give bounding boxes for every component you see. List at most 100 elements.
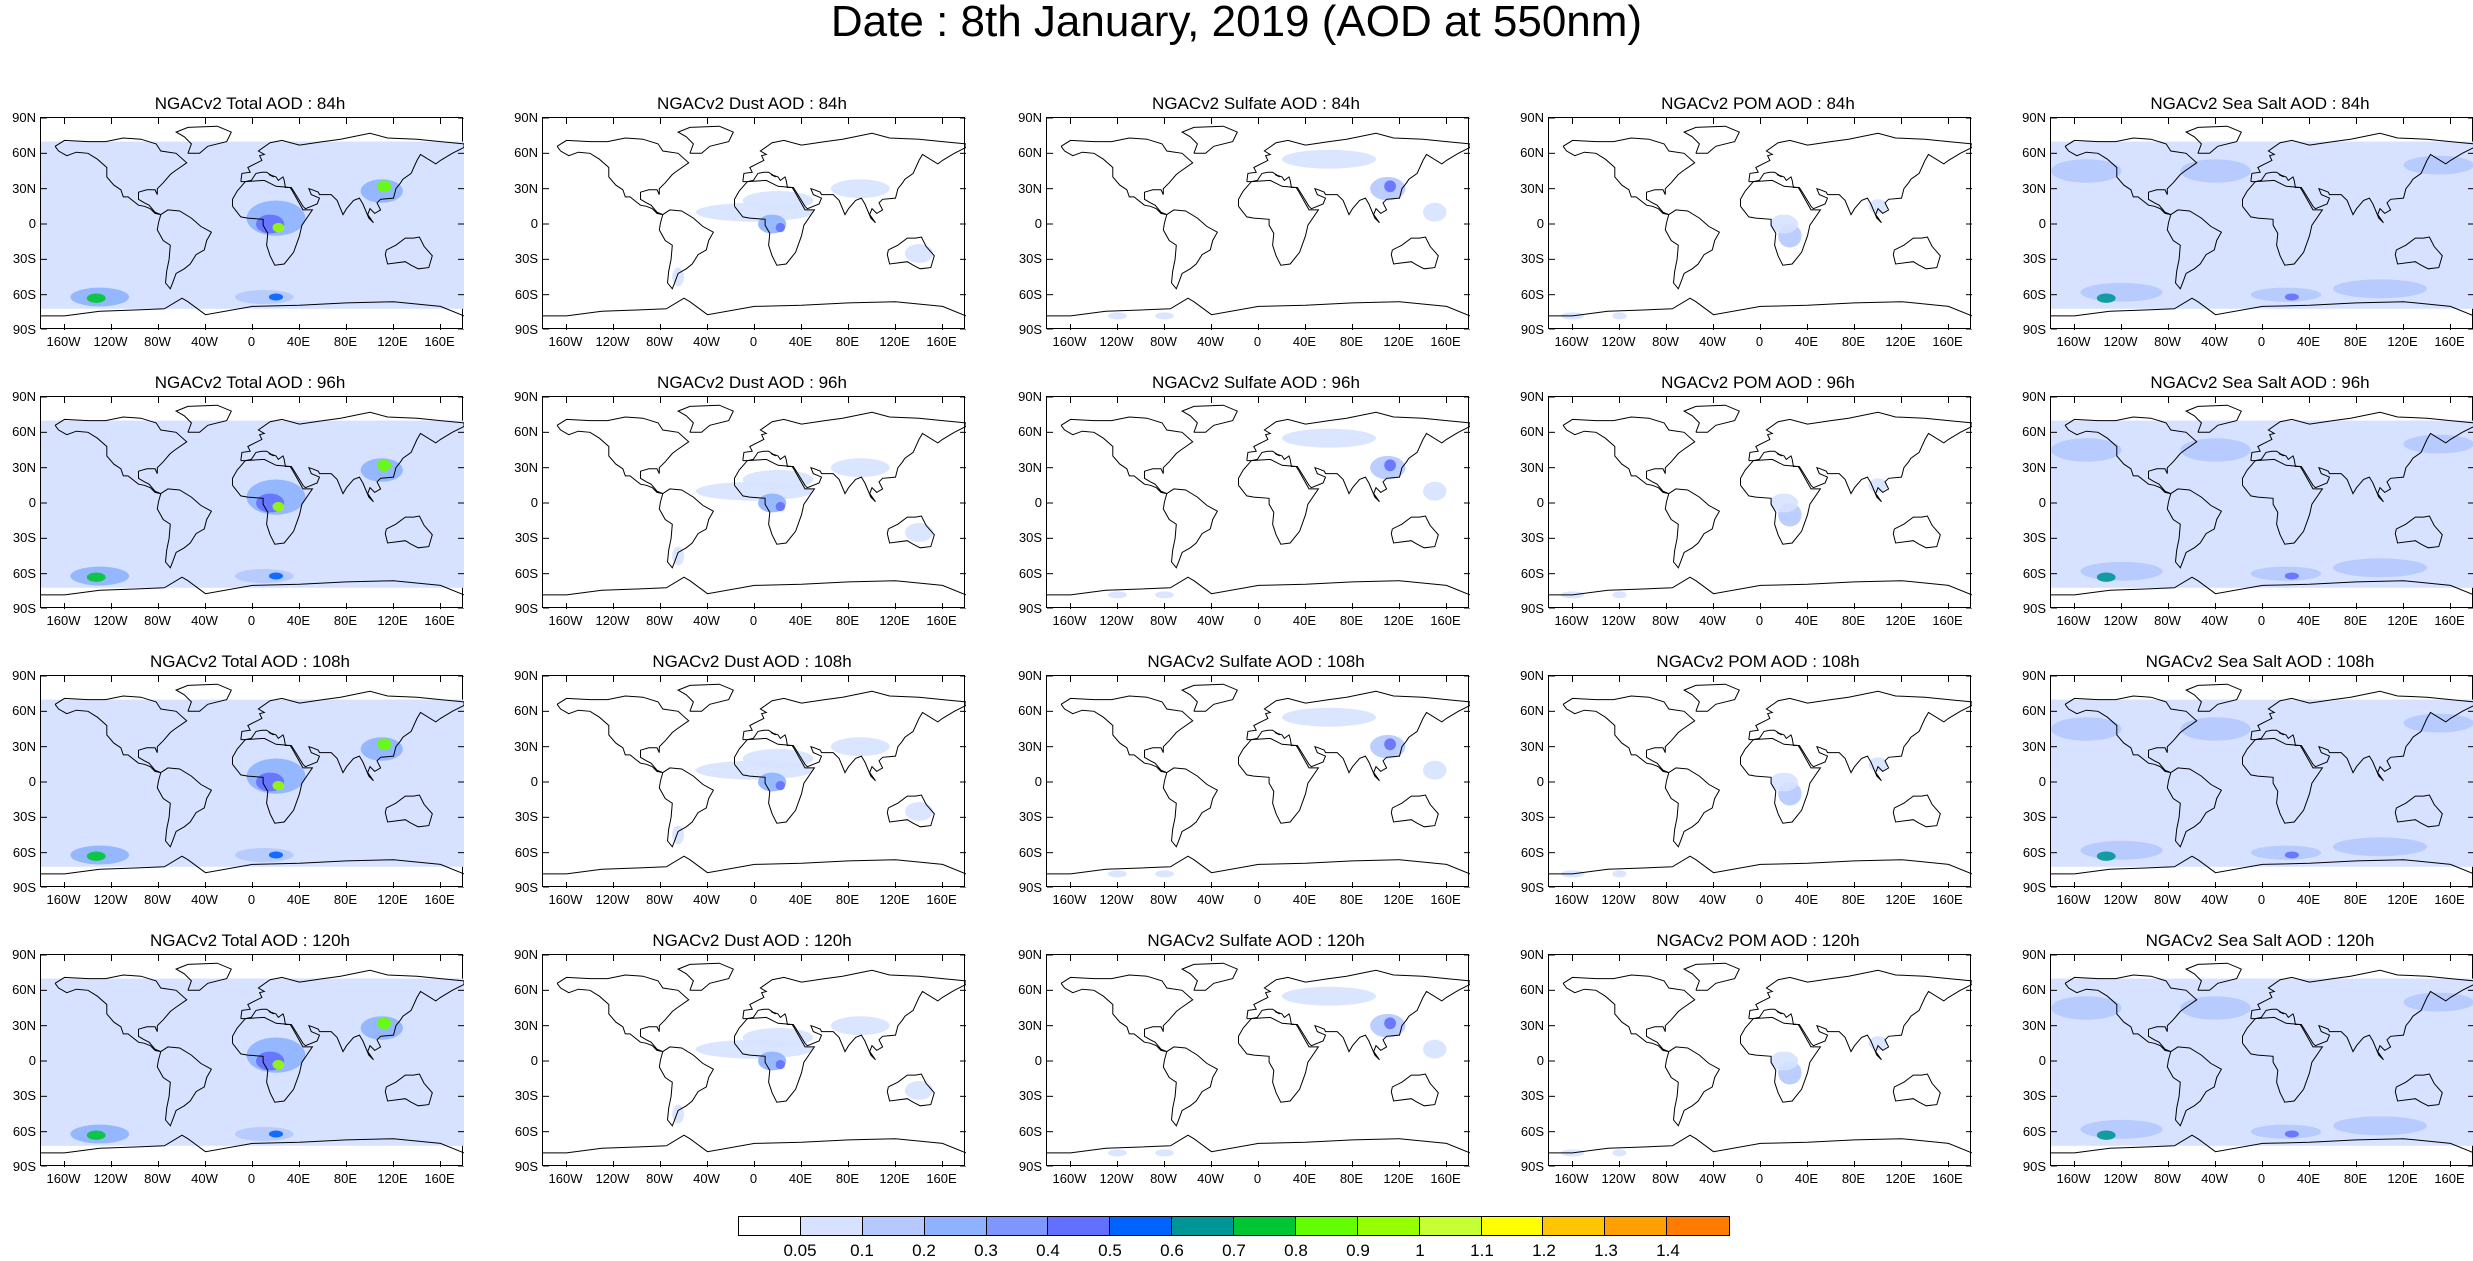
- lon-tick-label: 80E: [333, 892, 358, 907]
- lat-tick-label: 60N: [1018, 703, 1042, 719]
- aod-field-patch: [1108, 591, 1127, 599]
- lat-tick-label: 60S: [1520, 565, 1544, 581]
- lat-tick-label: 30S: [514, 530, 538, 546]
- coastline: [1047, 297, 1470, 317]
- lon-tick-label: 160E: [424, 1171, 455, 1186]
- coastline: [734, 458, 816, 545]
- lon-tick-label: 0: [247, 1171, 256, 1186]
- lat-tick-label: 30N: [1018, 459, 1042, 475]
- lat-tick-label: 30N: [2022, 459, 2046, 475]
- lat-tick-label: 30S: [1018, 1088, 1042, 1104]
- aod-field-patch: [2284, 293, 2299, 301]
- lon-tick-label: 120E: [377, 892, 408, 907]
- lon-tick-label: 160E: [926, 334, 957, 349]
- lat-tick-label: 30N: [12, 180, 36, 196]
- lon-tick-label: 0: [2257, 334, 2266, 349]
- aod-field-patch: [1155, 1149, 1174, 1157]
- map-frame: [2050, 117, 2473, 330]
- aod-field-patch: [1423, 760, 1447, 780]
- coastline: [2064, 416, 2198, 495]
- lat-tick-label: 0: [2038, 495, 2046, 510]
- panel-title: NGACv2 Sulfate AOD : 108h: [1147, 652, 1365, 671]
- coastline: [886, 794, 935, 828]
- coastline: [2242, 458, 2324, 545]
- map-canvas: [1549, 676, 1972, 888]
- lon-tick-label: 80W: [646, 892, 673, 907]
- lon-tick-label: 40W: [693, 334, 720, 349]
- lon-tick-label: 40E: [1794, 613, 1819, 628]
- coastline: [1060, 416, 1194, 495]
- coastline: [2184, 125, 2242, 154]
- aod-field-patch: [830, 179, 890, 199]
- lat-tick-label: 60S: [2022, 844, 2046, 860]
- aod-field-patch: [52, 991, 171, 1025]
- aod-field-patch: [775, 222, 786, 233]
- lon-tick-label: 80E: [1339, 892, 1364, 907]
- lon-tick-label: 160E: [2434, 334, 2465, 349]
- coastline: [2250, 690, 2473, 782]
- panel-title: NGACv2 Sulfate AOD : 96h: [1152, 373, 1360, 392]
- coastline: [2064, 695, 2198, 774]
- panel-title: NGACv2 Sulfate AOD : 120h: [1147, 931, 1365, 950]
- lat-tick-label: 60N: [514, 424, 538, 440]
- lon-tick-label: 80W: [2154, 613, 2181, 628]
- aod-field-patch: [2096, 293, 2116, 303]
- lon-tick-label: 80W: [144, 613, 171, 628]
- lon-tick-label: 40E: [1794, 892, 1819, 907]
- colorbar-swatch: [1543, 1217, 1606, 1235]
- aod-field-patch: [1612, 312, 1627, 320]
- lon-tick-label: 160W: [46, 334, 81, 349]
- aod-field-patch: [268, 572, 284, 580]
- coastline: [2051, 297, 2473, 317]
- lon-tick-label: 40E: [788, 892, 813, 907]
- coastline: [1180, 962, 1238, 991]
- lat-tick-label: 60S: [514, 844, 538, 860]
- lon-tick-label: 0: [1755, 892, 1764, 907]
- coastline: [1748, 132, 1972, 224]
- lon-tick-label: 40W: [1197, 613, 1224, 628]
- colorbar-label: 1.3: [1594, 1241, 1618, 1260]
- coastline: [174, 125, 232, 154]
- coastline: [1748, 690, 1972, 782]
- lat-tick-label: 90S: [514, 601, 538, 616]
- map-frame: [2050, 675, 2473, 888]
- coastline: [886, 515, 935, 549]
- coastline: [1162, 1046, 1219, 1127]
- aod-field-patch: [381, 720, 464, 750]
- coastline: [1549, 1134, 1972, 1154]
- aod-field-patch: [742, 470, 814, 489]
- aod-field-patch: [272, 1059, 285, 1070]
- map-frame: [40, 396, 464, 609]
- lat-tick-label: 90N: [1018, 947, 1042, 962]
- lon-tick-label: 80W: [646, 334, 673, 349]
- lon-tick-label: 160W: [548, 613, 583, 628]
- aod-field-patch: [311, 825, 429, 845]
- map-panel-sulfate: NGACv2 Sulfate AOD : 108h 90N 60N 30N 0 30S 60…: [1006, 653, 1506, 913]
- lat-tick-label: 30N: [514, 459, 538, 475]
- map-canvas: [41, 955, 464, 1167]
- lon-tick-label: 40E: [2296, 613, 2321, 628]
- lon-tick-label: 160W: [46, 613, 81, 628]
- lon-tick-label: 0: [749, 613, 758, 628]
- lon-tick-label: 160E: [1430, 1171, 1461, 1186]
- aod-field-patch: [2250, 287, 2322, 302]
- coastline: [556, 416, 690, 495]
- colorbar-swatch: [1048, 1217, 1111, 1235]
- lon-tick-label: 160W: [2056, 1171, 2091, 1186]
- lon-tick-label: 40E: [1794, 334, 1819, 349]
- lon-tick-label: 120E: [2387, 892, 2418, 907]
- lon-tick-label: 120E: [1885, 334, 1916, 349]
- aod-field-patch: [268, 1130, 284, 1138]
- lon-tick-label: 160E: [424, 334, 455, 349]
- aod-field-patch: [268, 851, 284, 859]
- aod-field-patch: [2180, 159, 2251, 183]
- aod-field-patch: [111, 831, 253, 851]
- map-canvas: [2051, 955, 2473, 1167]
- coastline: [1238, 737, 1320, 824]
- aod-field-patch: [86, 1130, 106, 1140]
- coastline: [1180, 125, 1238, 154]
- lon-tick-label: 160W: [46, 1171, 81, 1186]
- coastline: [2166, 209, 2223, 290]
- lon-tick-label: 40W: [2201, 334, 2228, 349]
- lon-tick-label: 160W: [2056, 334, 2091, 349]
